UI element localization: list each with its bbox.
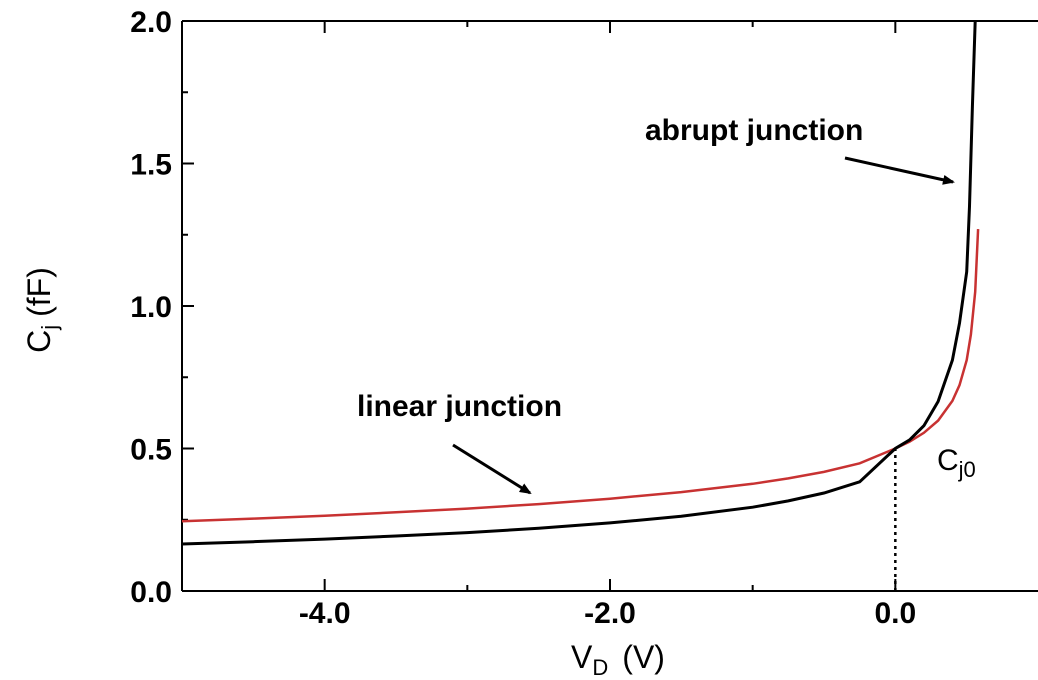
y-tick-label-2: 1.0 — [130, 291, 172, 324]
y-tick-label-3: 1.5 — [130, 149, 172, 182]
series-abrupt-junction-line — [182, 21, 977, 546]
series-linear-junction-line — [182, 229, 980, 523]
x-axis-title: VD (V) — [571, 639, 665, 680]
y-tick-label-0: 0.0 — [130, 576, 172, 609]
x-tick-label-0: -4.0 — [299, 597, 351, 630]
abrupt-junction-label: abrupt junction — [645, 114, 863, 147]
y-tick-label-4: 2.0 — [130, 6, 172, 39]
x-tick-label-1: -2.0 — [584, 597, 636, 630]
y-tick-label-1: 0.5 — [130, 434, 172, 467]
linear-junction-arrow — [452, 443, 532, 495]
cj0-label: Cj0 — [937, 444, 976, 482]
axis-ticks — [182, 20, 897, 592]
abrupt-junction-arrow — [844, 156, 955, 185]
x-tick-label-2: 0.0 — [874, 597, 916, 630]
linear-junction-label: linear junction — [357, 390, 562, 423]
axis-tick-labels: -4.0 -2.0 0.0 0.0 0.5 1.0 1.5 2.0 — [130, 6, 916, 630]
y-axis-title: Cj(fF) — [21, 267, 62, 353]
